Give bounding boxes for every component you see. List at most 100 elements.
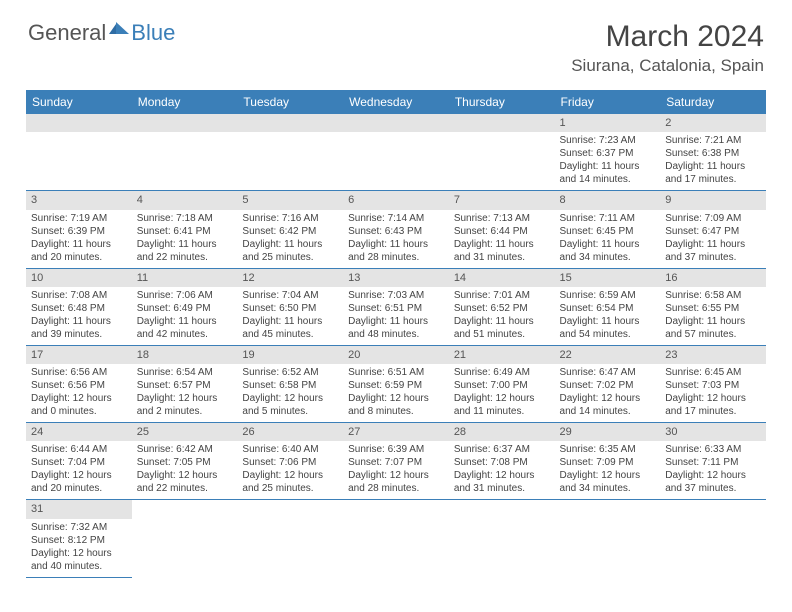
- sunset-text: Sunset: 7:05 PM: [137, 456, 233, 469]
- day-details: Sunrise: 7:06 AMSunset: 6:49 PMDaylight:…: [137, 289, 233, 341]
- calendar-cell: [449, 500, 555, 577]
- weekday-header: Sunday: [26, 90, 132, 114]
- sunrise-text: Sunrise: 6:49 AM: [454, 366, 550, 379]
- sunset-text: Sunset: 7:06 PM: [242, 456, 338, 469]
- calendar-cell: [449, 114, 555, 191]
- calendar-cell: 13Sunrise: 7:03 AMSunset: 6:51 PMDayligh…: [343, 268, 449, 345]
- daylight-text: Daylight: 12 hours and 20 minutes.: [31, 469, 127, 495]
- day-number: 25: [132, 423, 238, 441]
- sunrise-text: Sunrise: 7:06 AM: [137, 289, 233, 302]
- daylight-text: Daylight: 11 hours and 14 minutes.: [560, 160, 656, 186]
- day-details: Sunrise: 6:54 AMSunset: 6:57 PMDaylight:…: [137, 366, 233, 418]
- calendar-cell: 9 Sunrise: 7:09 AMSunset: 6:47 PMDaylight…: [660, 191, 766, 268]
- day-number: 6: [343, 191, 449, 209]
- day-details: Sunrise: 6:39 AMSunset: 7:07 PMDaylight:…: [348, 443, 444, 495]
- daylight-text: Daylight: 11 hours and 37 minutes.: [665, 238, 761, 264]
- calendar-cell: [555, 500, 661, 577]
- sunset-text: Sunset: 6:52 PM: [454, 302, 550, 315]
- calendar-week-row: 31Sunrise: 7:32 AMSunset: 8:12 PMDayligh…: [26, 500, 766, 577]
- empty-day: [132, 114, 238, 132]
- day-details: Sunrise: 6:47 AMSunset: 7:02 PMDaylight:…: [560, 366, 656, 418]
- day-number: 26: [237, 423, 343, 441]
- day-number: 5: [237, 191, 343, 209]
- calendar-cell: 7Sunrise: 7:13 AMSunset: 6:44 PMDaylight…: [449, 191, 555, 268]
- daylight-text: Daylight: 12 hours and 40 minutes.: [31, 547, 127, 573]
- sunrise-text: Sunrise: 7:03 AM: [348, 289, 444, 302]
- day-details: Sunrise: 6:58 AMSunset: 6:55 PMDaylight:…: [665, 289, 761, 341]
- sunset-text: Sunset: 7:02 PM: [560, 379, 656, 392]
- daylight-text: Daylight: 12 hours and 17 minutes.: [665, 392, 761, 418]
- day-number: 9: [660, 191, 766, 209]
- sunset-text: Sunset: 6:47 PM: [665, 225, 761, 238]
- sunset-text: Sunset: 7:07 PM: [348, 456, 444, 469]
- sunset-text: Sunset: 6:41 PM: [137, 225, 233, 238]
- calendar-week-row: 10Sunrise: 7:08 AMSunset: 6:48 PMDayligh…: [26, 268, 766, 345]
- sunset-text: Sunset: 7:04 PM: [31, 456, 127, 469]
- calendar-cell: [343, 114, 449, 191]
- sunset-text: Sunset: 6:39 PM: [31, 225, 127, 238]
- sunrise-text: Sunrise: 6:44 AM: [31, 443, 127, 456]
- sunset-text: Sunset: 7:00 PM: [454, 379, 550, 392]
- day-number: 3: [26, 191, 132, 209]
- daylight-text: Daylight: 12 hours and 0 minutes.: [31, 392, 127, 418]
- calendar-cell: 5 Sunrise: 7:16 AMSunset: 6:42 PMDaylight…: [237, 191, 343, 268]
- day-details: Sunrise: 7:13 AMSunset: 6:44 PMDaylight:…: [454, 212, 550, 264]
- calendar-cell: 24 Sunrise: 6:44 AMSunset: 7:04 PMDayligh…: [26, 423, 132, 500]
- daylight-text: Daylight: 11 hours and 54 minutes.: [560, 315, 656, 341]
- title-block: March 2024 Siurana, Catalonia, Spain: [571, 20, 764, 76]
- daylight-text: Daylight: 11 hours and 45 minutes.: [242, 315, 338, 341]
- calendar-table: Sunday Monday Tuesday Wednesday Thursday…: [26, 90, 766, 578]
- day-number: 2: [660, 114, 766, 132]
- weekday-header: Monday: [132, 90, 238, 114]
- weekday-header: Thursday: [449, 90, 555, 114]
- day-details: Sunrise: 6:56 AMSunset: 6:56 PMDaylight:…: [31, 366, 127, 418]
- day-number: 21: [449, 346, 555, 364]
- daylight-text: Daylight: 12 hours and 37 minutes.: [665, 469, 761, 495]
- sunrise-text: Sunrise: 7:08 AM: [31, 289, 127, 302]
- daylight-text: Daylight: 12 hours and 14 minutes.: [560, 392, 656, 418]
- daylight-text: Daylight: 11 hours and 20 minutes.: [31, 238, 127, 264]
- sunrise-text: Sunrise: 6:56 AM: [31, 366, 127, 379]
- sunrise-text: Sunrise: 6:47 AM: [560, 366, 656, 379]
- daylight-text: Daylight: 12 hours and 11 minutes.: [454, 392, 550, 418]
- day-details: Sunrise: 6:37 AMSunset: 7:08 PMDaylight:…: [454, 443, 550, 495]
- day-number: 4: [132, 191, 238, 209]
- day-number: 11: [132, 269, 238, 287]
- calendar-cell: 22Sunrise: 6:47 AMSunset: 7:02 PMDayligh…: [555, 345, 661, 422]
- sunrise-text: Sunrise: 7:23 AM: [560, 134, 656, 147]
- day-details: Sunrise: 7:04 AMSunset: 6:50 PMDaylight:…: [242, 289, 338, 341]
- empty-day: [343, 114, 449, 132]
- sunset-text: Sunset: 6:42 PM: [242, 225, 338, 238]
- day-details: Sunrise: 7:16 AMSunset: 6:42 PMDaylight:…: [242, 212, 338, 264]
- sunset-text: Sunset: 7:03 PM: [665, 379, 761, 392]
- weekday-header: Wednesday: [343, 90, 449, 114]
- day-details: Sunrise: 6:52 AMSunset: 6:58 PMDaylight:…: [242, 366, 338, 418]
- daylight-text: Daylight: 12 hours and 31 minutes.: [454, 469, 550, 495]
- sunset-text: Sunset: 7:11 PM: [665, 456, 761, 469]
- daylight-text: Daylight: 12 hours and 25 minutes.: [242, 469, 338, 495]
- day-number: 24: [26, 423, 132, 441]
- sunset-text: Sunset: 6:49 PM: [137, 302, 233, 315]
- daylight-text: Daylight: 12 hours and 2 minutes.: [137, 392, 233, 418]
- day-number: 18: [132, 346, 238, 364]
- weekday-header: Tuesday: [237, 90, 343, 114]
- sunrise-text: Sunrise: 7:09 AM: [665, 212, 761, 225]
- sunrise-text: Sunrise: 7:21 AM: [665, 134, 761, 147]
- sunset-text: Sunset: 6:38 PM: [665, 147, 761, 160]
- daylight-text: Daylight: 12 hours and 28 minutes.: [348, 469, 444, 495]
- weekday-header: Saturday: [660, 90, 766, 114]
- daylight-text: Daylight: 11 hours and 28 minutes.: [348, 238, 444, 264]
- day-number: 30: [660, 423, 766, 441]
- daylight-text: Daylight: 12 hours and 5 minutes.: [242, 392, 338, 418]
- sunrise-text: Sunrise: 7:13 AM: [454, 212, 550, 225]
- sunrise-text: Sunrise: 6:45 AM: [665, 366, 761, 379]
- day-number: 28: [449, 423, 555, 441]
- sunrise-text: Sunrise: 7:04 AM: [242, 289, 338, 302]
- calendar-cell: 21 Sunrise: 6:49 AMSunset: 7:00 PMDayligh…: [449, 345, 555, 422]
- calendar-cell: 16Sunrise: 6:58 AMSunset: 6:55 PMDayligh…: [660, 268, 766, 345]
- sunrise-text: Sunrise: 6:51 AM: [348, 366, 444, 379]
- sunset-text: Sunset: 6:45 PM: [560, 225, 656, 238]
- month-title: March 2024: [571, 20, 764, 54]
- logo-text-general: General: [28, 20, 106, 46]
- day-number: 12: [237, 269, 343, 287]
